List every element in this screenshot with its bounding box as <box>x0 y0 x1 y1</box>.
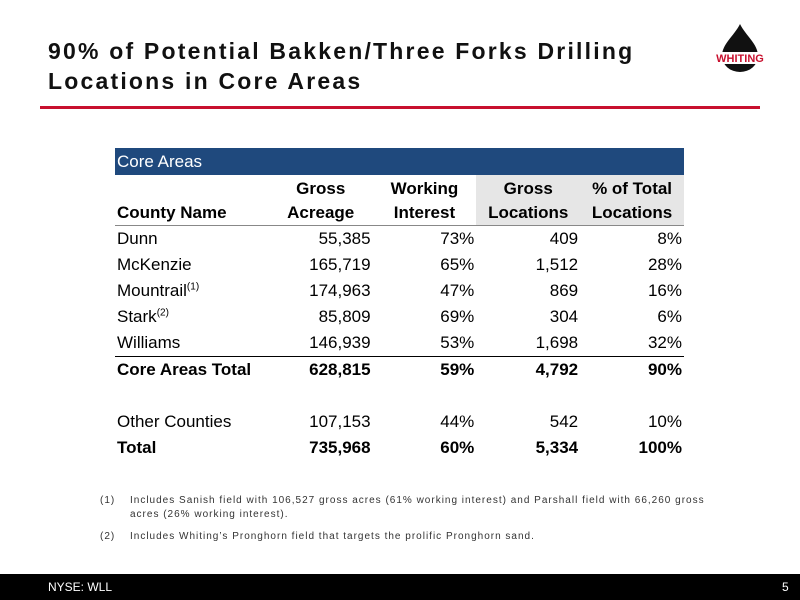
value-cell: 59% <box>372 356 477 383</box>
county-cell: Mountrail(1) <box>115 278 269 304</box>
value-cell: 8% <box>657 229 682 248</box>
column-header: County Name <box>115 175 269 226</box>
county-name: Williams <box>117 333 181 352</box>
value-cell: 165,719 <box>309 255 371 274</box>
value-cell: 1,512 <box>535 255 579 274</box>
value-cell: 107,153 <box>309 412 371 431</box>
logo: WHITING <box>712 24 768 72</box>
footnote-text: Includes Sanish field with 106,527 gross… <box>130 495 705 520</box>
county-cell: Core Areas Total <box>115 356 269 383</box>
value-cell: 174,963 <box>309 281 371 300</box>
county-cell: Total <box>115 435 269 461</box>
table-row: Williams 146,939 53% 1,698 32% <box>115 330 684 357</box>
footnote: (1) Includes Sanish field with 106,527 gr… <box>100 494 710 522</box>
header-row: County Name Gross Acreage Working Interest… <box>115 175 684 226</box>
value-cell: 735,968 <box>309 438 371 457</box>
value-cell: 1,698 <box>535 333 579 352</box>
value-cell: 73% <box>440 229 475 248</box>
section-row: Core Areas <box>115 148 684 175</box>
value-cell: 60% <box>440 438 475 457</box>
value-cell: 409 <box>549 229 579 248</box>
value-cell: 146,939 <box>309 333 371 352</box>
footer: NYSE: WLL 5 <box>0 574 800 600</box>
value-cell: 55,385 <box>318 229 371 248</box>
value-cell: 65% <box>440 255 475 274</box>
slide-title: 90% of Potential Bakken/Three Forks Dril… <box>48 38 635 94</box>
value-cell: 53% <box>440 333 475 352</box>
county-cell: Williams <box>115 330 269 357</box>
value-cell: 28% <box>647 255 682 274</box>
value-cell: 69% <box>440 307 475 326</box>
logo-text: WHITING <box>716 53 764 65</box>
value-cell: 869 <box>549 281 579 300</box>
value-cell: 10% <box>647 412 682 431</box>
county-cell: Dunn <box>115 226 269 253</box>
footnotes: (1) Includes Sanish field with 106,527 gr… <box>100 494 710 552</box>
value-cell: 47% <box>440 281 475 300</box>
value-cell: 6% <box>657 307 682 326</box>
county-cell: Stark(2) <box>115 304 269 330</box>
value-cell: 44% <box>440 412 475 431</box>
column-header: Working Interest <box>372 175 477 226</box>
spacer-row <box>115 383 684 409</box>
value-cell: 100% <box>638 438 682 457</box>
value-cell: 628,815 <box>268 356 373 383</box>
title-rule <box>40 106 760 109</box>
page-number: 5 <box>782 580 789 594</box>
county-name: Total <box>117 438 157 457</box>
logo-band <box>712 52 768 64</box>
footnote-ref: (1) <box>186 281 200 293</box>
data-table: Core Areas County Name Gross Acreage Workin… <box>115 148 684 461</box>
column-header: Gross Locations <box>476 175 581 226</box>
footnote-marker: (2) <box>100 531 116 542</box>
footnote-text: Includes Whiting’s Pronghorn field that … <box>130 531 535 542</box>
county-name: Stark <box>117 307 157 326</box>
table-row: Dunn 55,385 73% 409 8% <box>115 226 684 253</box>
county-cell: Other Counties <box>115 409 269 435</box>
footnote: (2) Includes Whiting’s Pronghorn field th… <box>100 530 710 544</box>
footnote-marker: (1) <box>100 495 116 506</box>
column-header: % of Total Locations <box>580 175 684 226</box>
value-cell: 304 <box>549 307 579 326</box>
county-name: Other Counties <box>117 412 232 431</box>
section-title: Core Areas <box>115 148 684 175</box>
county-name: Core Areas Total <box>117 360 252 379</box>
spacer <box>115 383 684 409</box>
county-name: Dunn <box>117 229 158 248</box>
value-cell: 90% <box>580 356 684 383</box>
value-cell: 32% <box>647 333 682 352</box>
ticker: NYSE: WLL <box>48 580 113 594</box>
table-row: Other Counties 107,153 44% 542 10% <box>115 409 684 435</box>
footnote-ref: (2) <box>156 307 169 319</box>
table-row: Core Areas Total 628,815 59% 4,792 90% <box>115 356 684 383</box>
value-cell: 4,792 <box>476 356 581 383</box>
county-name: Mountrail <box>117 281 187 300</box>
table-row: Total 735,968 60% 5,334 100% <box>115 435 684 461</box>
value-cell: 16% <box>647 281 682 300</box>
table-row: Mountrail(1) 174,963 47% 869 16% <box>115 278 684 304</box>
column-header: Gross Acreage <box>268 175 373 226</box>
table-row: McKenzie 165,719 65% 1,512 28% <box>115 252 684 278</box>
value-cell: 85,809 <box>318 307 371 326</box>
county-name: McKenzie <box>117 255 192 274</box>
table-row: Stark(2) 85,809 69% 304 6% <box>115 304 684 330</box>
county-cell: McKenzie <box>115 252 269 278</box>
value-cell: 542 <box>549 412 579 431</box>
value-cell: 5,334 <box>535 438 579 457</box>
